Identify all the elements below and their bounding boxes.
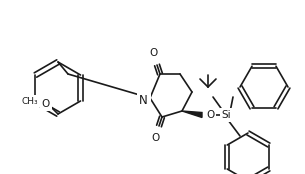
Text: O: O [151,133,159,143]
Text: CH₃: CH₃ [22,97,38,105]
Polygon shape [182,111,202,117]
Text: O: O [42,99,50,109]
Text: N: N [141,93,149,106]
Text: N: N [139,94,147,108]
Text: O: O [206,110,214,120]
Text: Si: Si [221,110,231,120]
Text: O: O [149,48,157,58]
